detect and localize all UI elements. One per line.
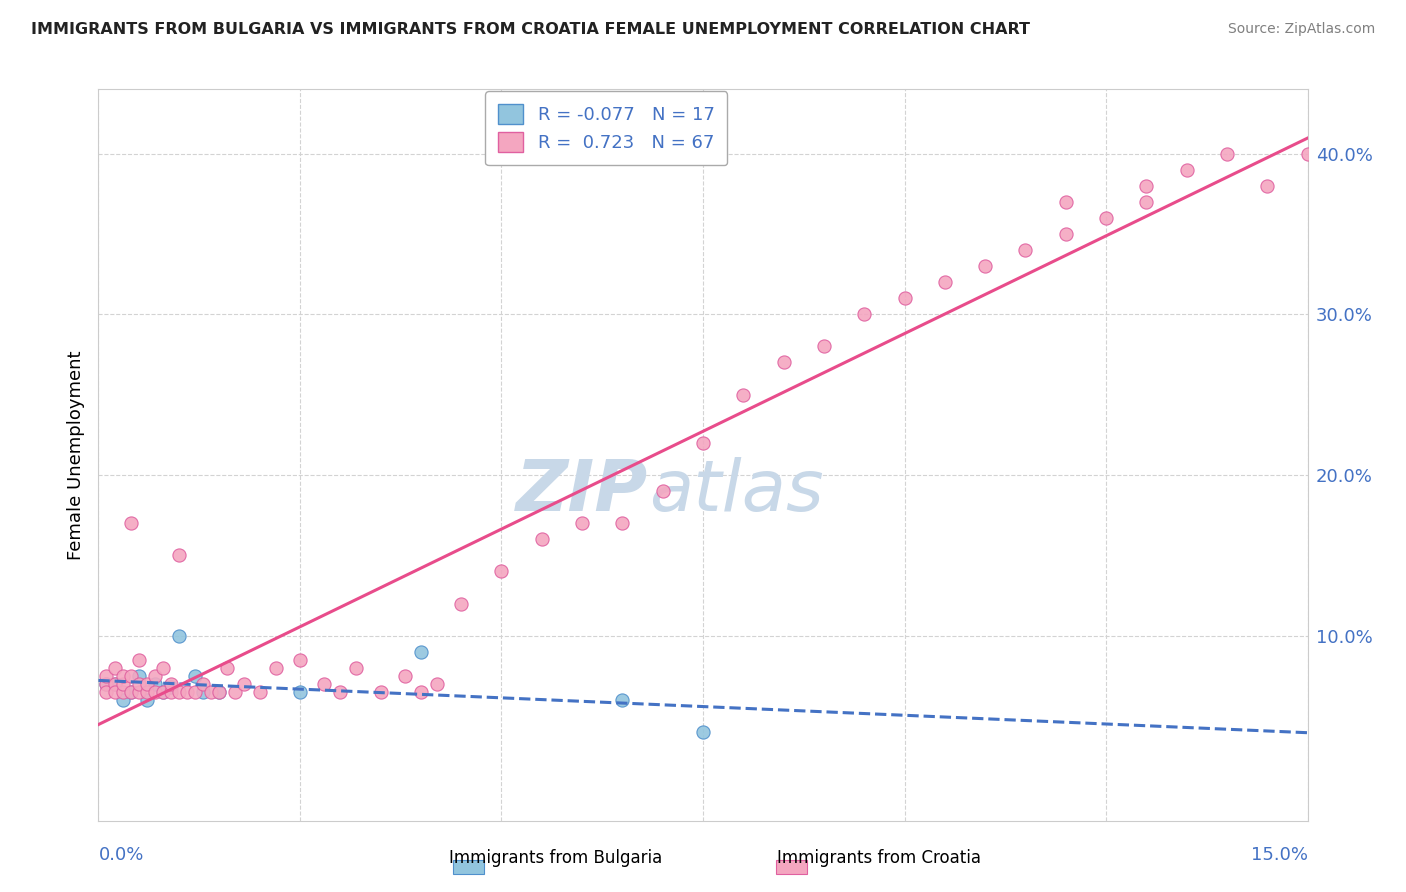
Point [208,685,231,699]
Point [571,516,593,531]
Point [184,669,207,683]
Point [651,484,673,499]
Text: Immigrants from Bulgaria: Immigrants from Bulgaria [449,849,662,867]
Point [692,435,714,450]
Text: atlas: atlas [648,457,823,526]
Point [160,680,183,694]
Point [135,693,157,707]
Point [167,629,190,643]
Point [96,677,118,691]
Point [1014,243,1036,257]
Point [1216,146,1239,161]
Point [128,685,150,699]
Point [128,669,150,683]
Point [111,685,134,699]
Point [344,661,367,675]
Point [160,677,183,691]
Point [224,685,246,699]
Text: Immigrants from Croatia: Immigrants from Croatia [776,849,981,867]
Legend: R = -0.077   N = 17, R =  0.723   N = 67: R = -0.077 N = 17, R = 0.723 N = 67 [485,91,727,165]
Point [934,275,956,289]
Point [176,685,198,699]
Point [200,685,222,699]
Point [409,685,432,699]
Point [232,677,254,691]
Point [103,677,125,691]
Point [193,677,215,691]
Point [128,677,150,691]
Point [813,339,835,353]
Point [893,291,915,305]
Point [288,653,311,667]
Point [1175,162,1198,177]
Point [1296,146,1319,161]
Point [370,685,392,699]
Point [103,677,125,691]
Point [208,685,231,699]
Point [264,661,287,675]
Point [612,516,634,531]
Point [491,565,513,579]
Point [120,685,142,699]
Point [772,355,794,369]
Text: IMMIGRANTS FROM BULGARIA VS IMMIGRANTS FROM CROATIA FEMALE UNEMPLOYMENT CORRELAT: IMMIGRANTS FROM BULGARIA VS IMMIGRANTS F… [31,22,1031,37]
Point [143,669,166,683]
Point [143,677,166,691]
Point [394,669,416,683]
Text: ZIP: ZIP [516,457,648,526]
Point [167,685,190,699]
Point [612,693,634,707]
Point [288,685,311,699]
Point [193,685,215,699]
Point [128,653,150,667]
Point [184,685,207,699]
Point [249,685,271,699]
Text: 15.0%: 15.0% [1250,846,1308,863]
Point [329,685,352,699]
Point [167,549,190,563]
Point [111,693,134,707]
Point [1054,227,1077,241]
Point [1135,194,1157,209]
Point [120,669,142,683]
Point [692,725,714,739]
Point [120,685,142,699]
Text: 0.0%: 0.0% [98,846,143,863]
Point [152,661,174,675]
Point [1135,178,1157,193]
Point [1256,178,1278,193]
Y-axis label: Female Unemployment: Female Unemployment [66,351,84,559]
Point [135,677,157,691]
Point [160,685,183,699]
Point [450,597,472,611]
Point [1095,211,1118,225]
Point [96,685,118,699]
Point [96,677,118,691]
Text: Source: ZipAtlas.com: Source: ZipAtlas.com [1227,22,1375,37]
Point [96,669,118,683]
Point [135,685,157,699]
Point [111,669,134,683]
Point [152,685,174,699]
Point [853,307,876,321]
Point [120,516,142,531]
Point [103,661,125,675]
Point [733,387,755,401]
Point [409,645,432,659]
Point [143,685,166,699]
Point [1054,194,1077,209]
Point [103,685,125,699]
Point [152,685,174,699]
Point [111,677,134,691]
Point [314,677,336,691]
Point [530,533,553,547]
Point [426,677,449,691]
Point [974,259,997,273]
Point [217,661,239,675]
